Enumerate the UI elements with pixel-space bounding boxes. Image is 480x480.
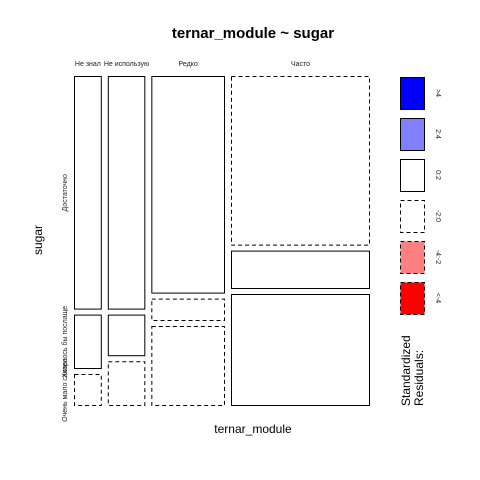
legend-swatch [400,282,425,315]
legend-swatch [400,118,425,151]
x-tick-label: Не знал [75,61,101,68]
legend-swatch [400,200,425,233]
mosaic-tile [74,76,102,310]
y-tick-label: Очень мало сахара [62,358,69,422]
mosaic-tile [231,76,370,246]
mosaic-tile [74,314,102,370]
y-tick-label: Достаточно [62,174,69,211]
mosaic-tile [74,374,102,406]
y-axis-label: sugar [31,225,45,255]
y-tick-label: Хотелось бы послаще [61,306,69,378]
legend-title-line1: Standardized [399,335,413,406]
mosaic-tile [107,314,146,357]
mosaic-tile [107,361,146,407]
legend-label: -4:-2 [434,250,441,265]
mosaic-tile [107,76,146,310]
x-tick-label: Редко [179,61,198,68]
chart-title: ternar_module ~ sugar [172,25,334,42]
mosaic-tile [151,326,225,406]
legend-label: -2:0 [434,210,441,222]
mosaic-tile [231,294,370,406]
legend-swatch [400,77,425,110]
legend: >4 2:4 0:2 -2:0 -4:-2 <-4 Standardized Residu… [399,77,441,406]
x-tick-label: Не использую [104,61,149,68]
legend-swatch [400,159,425,192]
x-axis-label: ternar_module [214,422,292,436]
legend-title-line2: Residuals: [412,350,426,406]
mosaic-tiles [74,76,370,407]
x-tick-labels: Не знал Не использую Редко Часто [75,61,310,68]
mosaic-tile [151,298,225,322]
mosaic-tile [231,250,370,290]
legend-swatch [400,241,425,274]
legend-label: >4 [434,89,441,97]
legend-label: 2:4 [434,129,441,139]
x-tick-label: Часто [291,61,310,68]
legend-label: 0:2 [434,170,441,180]
mosaic-tile [151,76,225,294]
legend-label: <-4 [434,293,441,303]
